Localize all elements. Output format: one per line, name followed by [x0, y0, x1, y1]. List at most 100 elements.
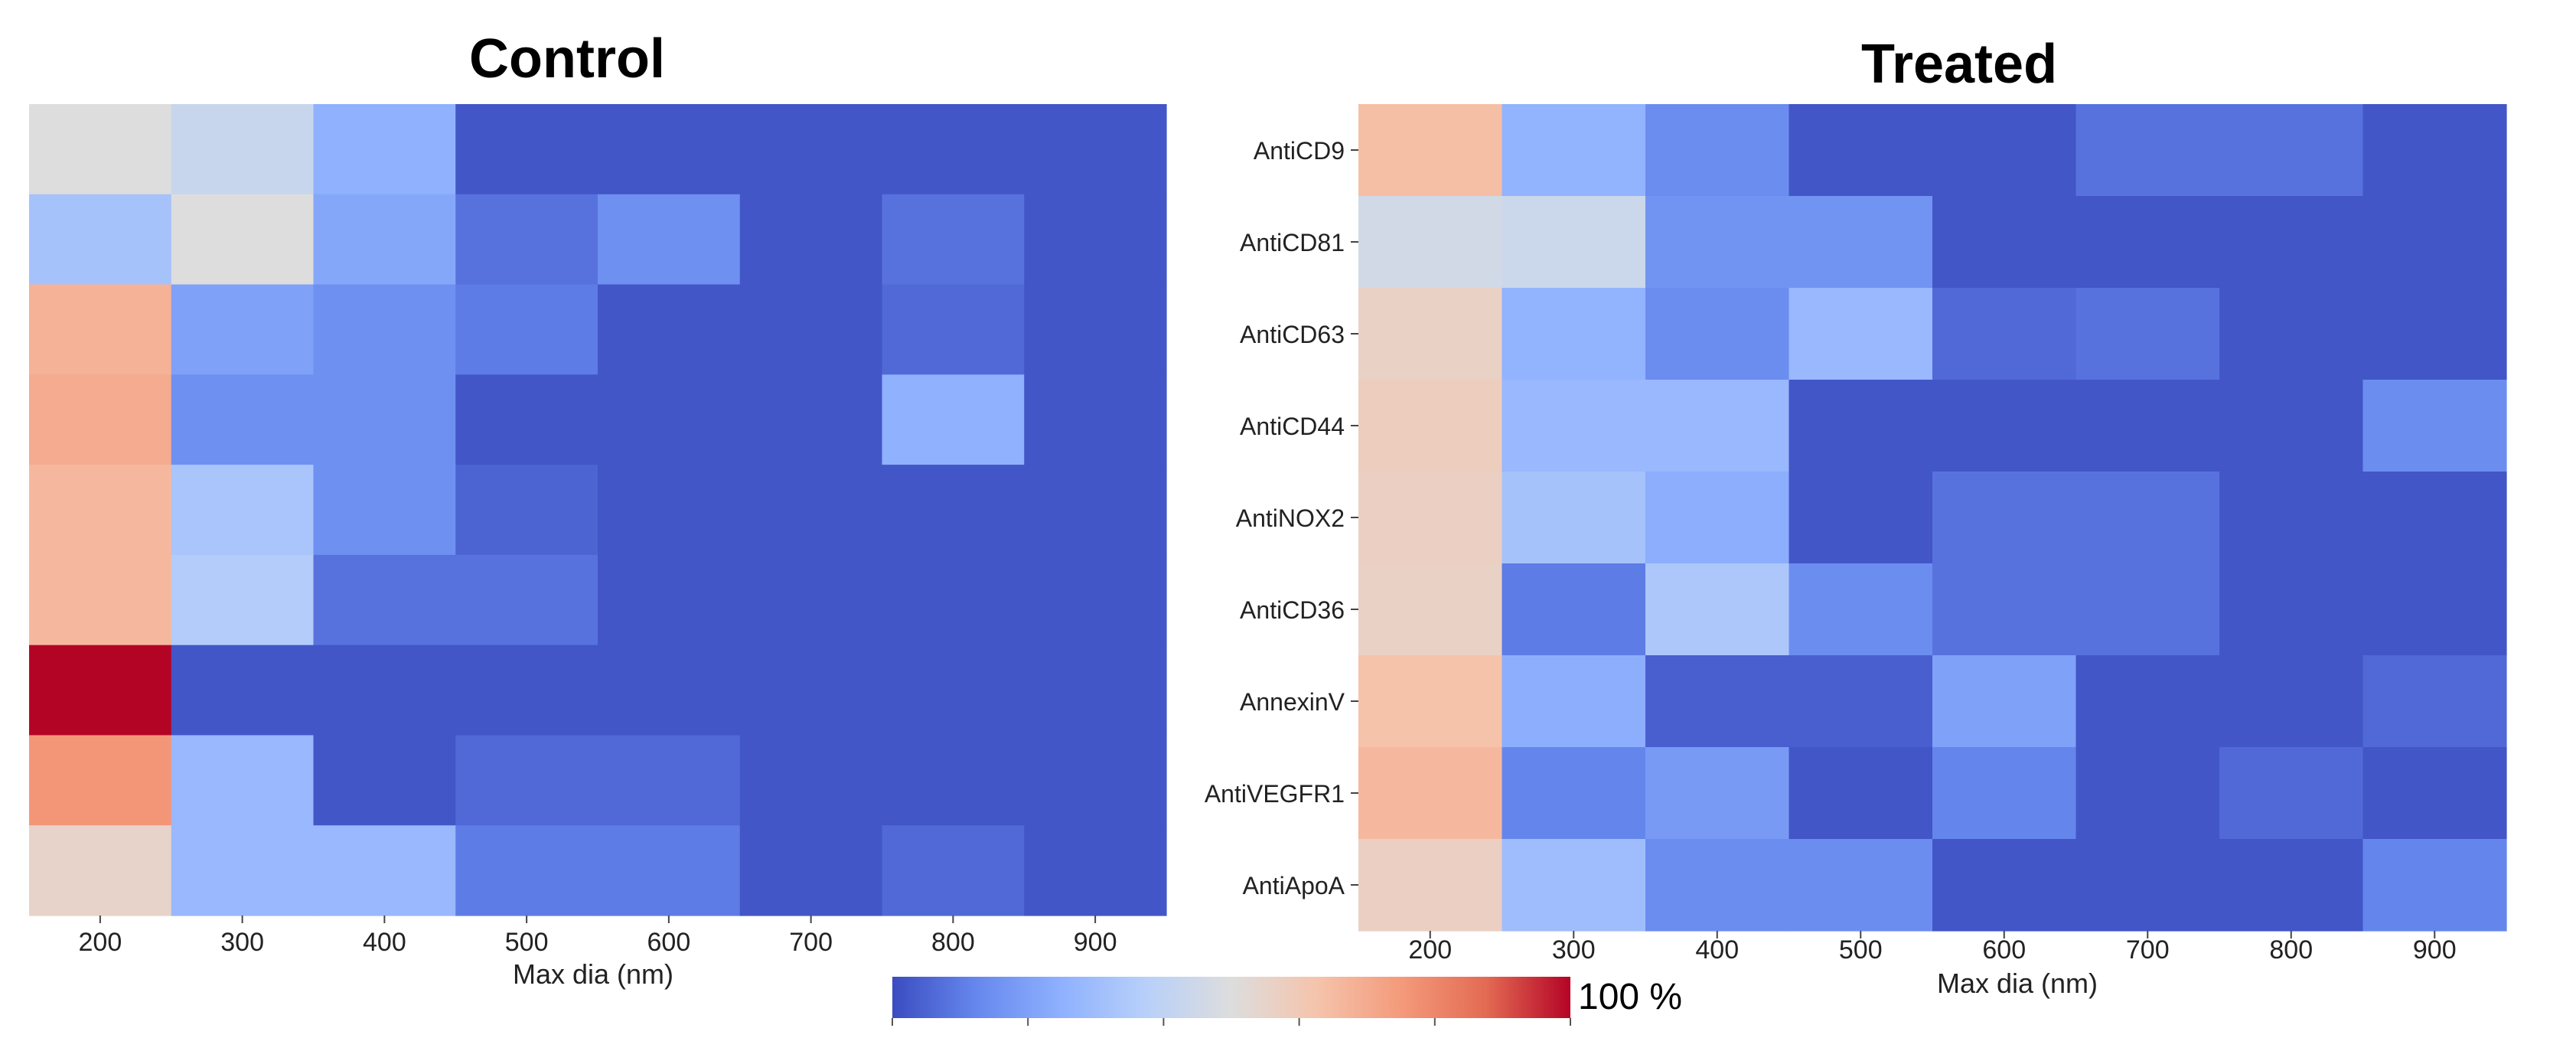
x-tick-label: 800 — [931, 928, 975, 957]
heatmap-cell — [1358, 563, 1503, 656]
heatmap-cell — [1024, 374, 1167, 465]
control-heatmap-grid — [29, 104, 1167, 916]
heatmap-cell — [171, 194, 315, 286]
control-title: Control — [469, 28, 665, 90]
x-tick-label: 300 — [220, 928, 264, 957]
heatmap-cell — [739, 194, 883, 286]
heatmap-cell — [1502, 655, 1646, 748]
heatmap-cell — [1932, 380, 2077, 472]
heatmap-cell — [2075, 380, 2220, 472]
heatmap-cell — [171, 465, 315, 556]
heatmap-cell — [455, 735, 598, 826]
treated-panel: Treated AntiCD9AntiCD81AntiCD63AntiCD44A… — [1205, 34, 2507, 999]
x-tick-label: 200 — [79, 928, 122, 957]
heatmap-cell — [1932, 563, 2077, 656]
heatmap-cell — [2075, 104, 2220, 197]
heatmap-cell — [313, 554, 456, 646]
heatmap-cell — [171, 374, 315, 465]
heatmap-cell — [2075, 196, 2220, 289]
heatmap-cell — [1358, 839, 1503, 932]
heatmap-cell — [1024, 645, 1167, 736]
heatmap-cell — [2362, 655, 2507, 748]
heatmap-cell — [739, 104, 883, 195]
heatmap-cell — [1024, 194, 1167, 286]
heatmap-cell — [171, 825, 315, 916]
colorbar-gradient — [892, 977, 1570, 1018]
x-tick-label: 400 — [363, 928, 406, 957]
x-tick-label: 200 — [1408, 935, 1452, 965]
heatmap-cell — [1789, 196, 1933, 289]
control-x-axis-label: Max dia (nm) — [513, 958, 673, 990]
heatmap-cell — [1789, 104, 1933, 197]
heatmap-cell — [1502, 104, 1646, 197]
heatmap-cell — [455, 645, 598, 736]
heatmap-cell — [598, 735, 741, 826]
heatmap-cell — [1358, 104, 1503, 197]
x-tick-label: 800 — [2269, 935, 2313, 965]
heatmap-cell — [739, 735, 883, 826]
heatmap-cell — [2075, 563, 2220, 656]
heatmap-cell — [1502, 196, 1646, 289]
y-tick-label: AntiCD9 — [1254, 137, 1345, 165]
heatmap-cell — [2219, 839, 2364, 932]
heatmap-cell — [2362, 104, 2507, 197]
control-panel: Control 200 300 400 500 600 700 800 900 Max dia… — [29, 28, 1167, 990]
heatmap-cell — [2219, 747, 2364, 840]
heatmap-cell — [1358, 196, 1503, 289]
y-tick-label: AntiApoA — [1243, 872, 1345, 899]
treated-y-axis-ticks: AntiCD9 AntiCD81 AntiCD63 AntiCD44 AntiNOX2 A… — [1205, 137, 1358, 899]
heatmap-cell — [2219, 288, 2364, 380]
heatmap-cell — [313, 284, 456, 375]
heatmap-cell — [2219, 196, 2364, 289]
heatmap-cell — [29, 645, 172, 736]
heatmap-cell — [1932, 655, 2077, 748]
heatmap-cell — [882, 194, 1025, 286]
heatmap-cell — [171, 104, 315, 195]
heatmap-cell — [1645, 196, 1790, 289]
heatmap-cell — [2219, 563, 2364, 656]
x-tick-label: 900 — [1074, 928, 1117, 957]
heatmap-cell — [1932, 472, 2077, 564]
heatmap-cell — [1024, 735, 1167, 826]
heatmap-cell — [171, 735, 315, 826]
heatmap-cell — [171, 284, 315, 375]
heatmap-cell — [1024, 825, 1167, 916]
heatmap-cell — [882, 554, 1025, 646]
heatmap-cell — [882, 374, 1025, 465]
heatmap-cell — [455, 554, 598, 646]
heatmap-cell — [598, 645, 741, 736]
heatmap-cell — [1502, 747, 1646, 840]
heatmap-cell — [2362, 380, 2507, 472]
heatmap-cell — [1645, 104, 1790, 197]
y-tick-label: AnnexinV — [1240, 688, 1345, 716]
heatmap-cell — [29, 735, 172, 826]
heatmap-cell — [2219, 472, 2364, 564]
heatmap-cell — [29, 194, 172, 286]
y-tick-label: AntiCD81 — [1240, 229, 1345, 256]
heatmap-cell — [598, 284, 741, 375]
heatmap-cell — [455, 194, 598, 286]
heatmap-cell — [1645, 288, 1790, 380]
heatmap-cell — [313, 645, 456, 736]
heatmap-cell — [1645, 380, 1790, 472]
heatmap-cell — [2362, 472, 2507, 564]
heatmap-cell — [1645, 563, 1790, 656]
heatmap-cell — [882, 104, 1025, 195]
heatmap-cell — [1024, 284, 1167, 375]
heatmap-cell — [313, 465, 456, 556]
heatmap-cell — [598, 465, 741, 556]
heatmap-cell — [882, 465, 1025, 556]
heatmap-cell — [313, 104, 456, 195]
heatmap-cell — [2362, 839, 2507, 932]
heatmap-cell — [1502, 288, 1646, 380]
heatmap-cell — [739, 645, 883, 736]
heatmap-cell — [2219, 104, 2364, 197]
x-tick-label: 600 — [1982, 935, 2026, 965]
heatmap-cell — [598, 194, 741, 286]
heatmap-cell — [1358, 380, 1503, 472]
heatmap-cell — [313, 194, 456, 286]
x-tick-label: 700 — [2126, 935, 2170, 965]
y-tick-label: AntiCD44 — [1240, 413, 1345, 440]
x-tick-label: 900 — [2413, 935, 2457, 965]
heatmap-cell — [739, 825, 883, 916]
